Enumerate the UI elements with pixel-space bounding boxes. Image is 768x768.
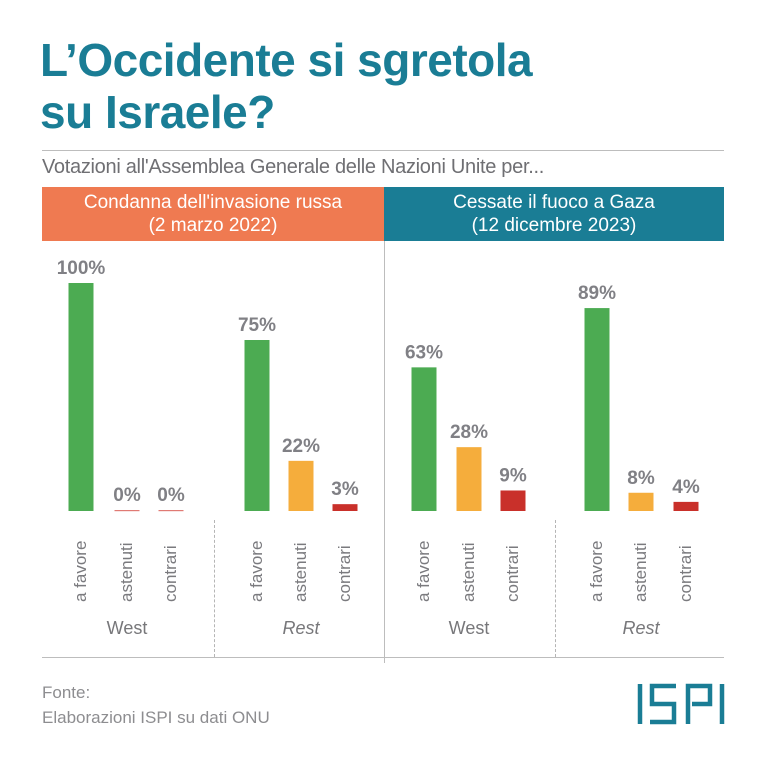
data-label: 0% — [113, 485, 141, 506]
source-text: Elaborazioni ISPI su dati ONU — [42, 708, 270, 727]
baseline-rule-gaza — [385, 657, 724, 658]
category-label: contrari — [335, 545, 354, 602]
bar-gaza-west-astenuti — [456, 447, 482, 511]
group-label-west: West — [106, 618, 148, 638]
data-label: 8% — [627, 468, 655, 489]
panel-divider — [384, 241, 385, 663]
source-label: Fonte: — [42, 683, 91, 702]
bar-gaza-west-a-favore — [411, 367, 437, 511]
data-label: 28% — [450, 422, 488, 443]
panel-header-russia: Condanna dell'invasione russa (2 marzo 2… — [42, 187, 384, 241]
ispi-logo-icon — [637, 683, 725, 725]
bar-russia-west-contrari — [158, 510, 184, 512]
data-label: 3% — [331, 479, 359, 500]
category-label: astenuti — [459, 542, 478, 602]
bar-gaza-west-contrari — [500, 490, 526, 511]
group-divider-russia — [214, 520, 215, 657]
group-label-west: West — [448, 618, 490, 638]
bar-russia-rest-astenuti — [288, 460, 314, 511]
category-label: a favore — [414, 540, 433, 602]
bar-russia-rest-a-favore — [244, 340, 270, 511]
category-label: contrari — [161, 545, 180, 602]
bar-gaza-rest-astenuti — [628, 492, 654, 511]
bar-russia-rest-contrari — [332, 504, 358, 511]
data-label: 22% — [282, 436, 320, 457]
data-label: 4% — [672, 477, 700, 498]
data-label: 0% — [157, 485, 185, 506]
category-label: a favore — [247, 540, 266, 602]
panel-header-russia-title: Condanna dell'invasione russa — [83, 192, 343, 213]
bar-gaza-rest-contrari — [673, 501, 699, 511]
title-divider — [42, 150, 724, 151]
title-line-1: L’Occidente si sgretola — [40, 34, 533, 86]
chart-title: L’Occidente si sgretola su Israele? — [40, 34, 740, 138]
chart-subtitle: Votazioni all'Assemblea Generale delle N… — [42, 156, 544, 178]
group-divider-gaza — [555, 520, 556, 657]
data-label: 9% — [499, 465, 527, 486]
bar-gaza-rest-a-favore — [584, 308, 610, 511]
bar-russia-west-a-favore — [68, 283, 94, 511]
data-label: 75% — [238, 315, 276, 336]
data-label: 89% — [578, 283, 616, 304]
category-label: astenuti — [631, 542, 650, 602]
category-label: a favore — [587, 540, 606, 602]
title-line-2: su Israele? — [40, 86, 275, 138]
group-label-rest: Rest — [282, 618, 320, 638]
baseline-rule-russia — [42, 657, 384, 658]
panel-header-russia-date: (2 marzo 2022) — [148, 215, 278, 236]
data-label: 100% — [57, 258, 106, 279]
bar-russia-west-astenuti — [114, 510, 140, 512]
category-label: astenuti — [291, 542, 310, 602]
source-note: Fonte: Elaborazioni ISPI su dati ONU — [42, 680, 270, 730]
category-label: contrari — [503, 545, 522, 602]
category-label: astenuti — [117, 542, 136, 602]
panel-header-gaza: Cessate il fuoco a Gaza (12 dicembre 202… — [384, 187, 724, 241]
category-label: contrari — [676, 545, 695, 602]
data-label: 63% — [405, 342, 443, 363]
category-label: a favore — [71, 540, 90, 602]
panel-header-gaza-title: Cessate il fuoco a Gaza — [453, 192, 655, 213]
panel-header-gaza-date: (12 dicembre 2023) — [471, 215, 637, 236]
group-label-rest: Rest — [622, 618, 660, 638]
